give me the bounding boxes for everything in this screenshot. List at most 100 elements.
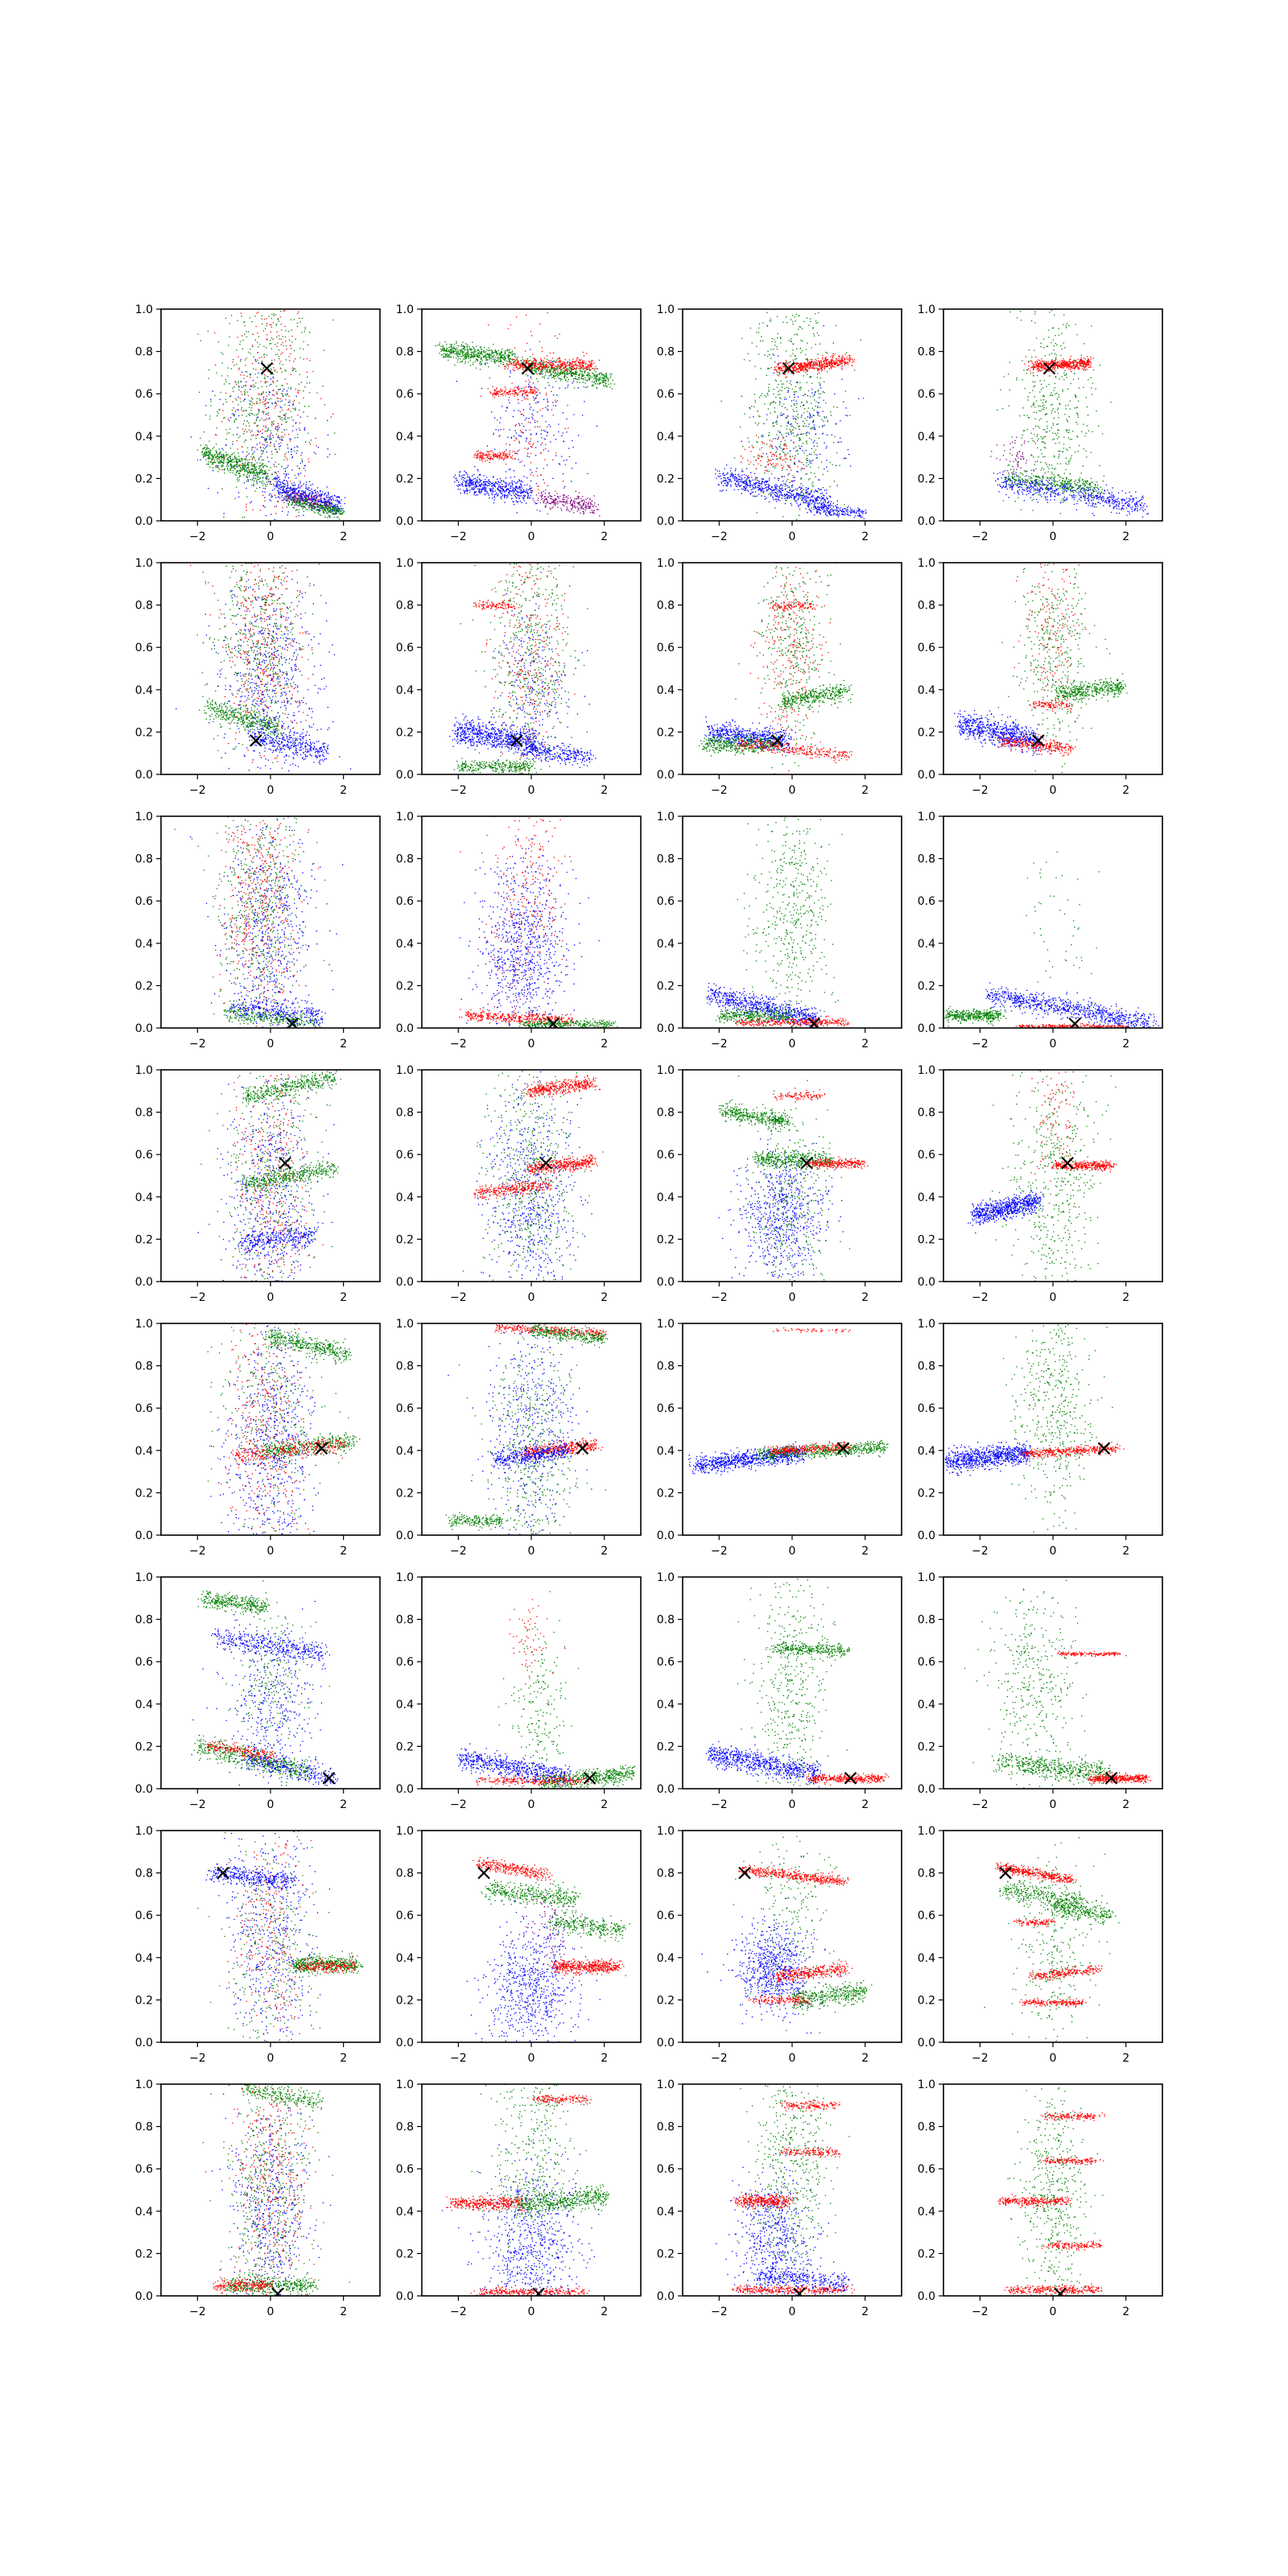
data-point xyxy=(493,502,494,503)
data-point xyxy=(263,391,264,392)
data-point xyxy=(530,438,531,439)
data-point xyxy=(219,448,220,449)
data-point xyxy=(256,488,257,489)
data-point xyxy=(217,454,218,455)
data-point xyxy=(204,454,205,455)
data-point xyxy=(493,352,494,353)
data-point xyxy=(287,465,288,466)
data-point xyxy=(543,365,544,366)
data-point xyxy=(280,316,281,317)
data-point xyxy=(542,377,543,378)
data-point xyxy=(511,491,512,492)
data-point xyxy=(237,427,238,428)
data-point xyxy=(504,502,505,503)
data-point xyxy=(317,496,318,497)
data-point xyxy=(309,360,310,361)
data-point xyxy=(299,374,300,375)
data-point xyxy=(271,451,272,452)
data-point xyxy=(319,494,320,495)
data-point xyxy=(225,393,226,394)
data-point xyxy=(236,350,237,351)
data-point xyxy=(522,432,523,433)
data-point xyxy=(551,409,552,410)
data-point xyxy=(579,375,580,376)
data-point xyxy=(531,387,532,388)
data-point xyxy=(230,456,231,457)
data-point xyxy=(573,414,574,415)
data-point xyxy=(544,459,545,460)
data-point xyxy=(259,420,260,421)
data-point xyxy=(273,421,274,422)
data-point xyxy=(284,369,285,370)
data-point xyxy=(326,513,327,514)
data-point xyxy=(306,486,307,487)
data-point xyxy=(523,476,524,477)
data-point xyxy=(210,405,211,406)
data-point xyxy=(300,463,301,464)
data-point xyxy=(580,365,581,366)
data-point xyxy=(308,488,309,489)
data-point xyxy=(555,452,556,453)
data-point xyxy=(251,407,252,408)
data-point xyxy=(299,430,300,431)
data-point xyxy=(284,486,285,487)
data-point xyxy=(526,363,527,364)
data-point xyxy=(237,381,238,382)
data-point xyxy=(258,457,259,458)
data-point xyxy=(610,383,611,384)
data-point xyxy=(503,453,504,454)
data-point xyxy=(492,450,493,451)
data-point xyxy=(514,391,515,392)
data-point xyxy=(332,414,333,415)
data-point xyxy=(504,393,505,394)
data-point xyxy=(302,500,303,501)
data-point xyxy=(576,379,577,380)
data-point xyxy=(280,401,281,402)
data-point xyxy=(259,481,260,482)
data-point xyxy=(253,385,254,386)
data-point xyxy=(243,375,244,376)
data-point xyxy=(281,436,282,437)
data-point xyxy=(205,405,206,406)
data-point xyxy=(576,372,577,373)
data-point xyxy=(255,340,256,341)
data-point xyxy=(603,380,604,381)
data-point xyxy=(502,452,503,453)
data-point xyxy=(247,467,248,468)
data-point xyxy=(462,351,463,352)
data-point xyxy=(508,456,509,457)
data-point xyxy=(304,506,305,507)
data-point xyxy=(587,386,588,387)
data-point xyxy=(587,473,588,474)
data-point xyxy=(610,377,611,378)
data-point xyxy=(217,467,218,468)
data-point xyxy=(295,389,296,390)
data-point xyxy=(228,454,229,455)
data-point xyxy=(246,336,247,337)
data-point xyxy=(477,494,478,495)
data-point xyxy=(490,456,491,457)
data-point xyxy=(442,354,443,355)
data-point xyxy=(239,527,240,528)
data-point xyxy=(538,489,539,490)
band-green-1 xyxy=(519,357,615,390)
data-point xyxy=(253,452,254,453)
data-point xyxy=(466,356,467,357)
data-point xyxy=(515,438,516,439)
data-point xyxy=(230,463,231,464)
data-point xyxy=(276,393,277,394)
data-point xyxy=(299,504,300,505)
data-point xyxy=(494,454,495,455)
data-point xyxy=(293,299,294,300)
data-point xyxy=(489,350,490,351)
data-point xyxy=(459,472,460,473)
data-point xyxy=(243,322,244,323)
data-point xyxy=(466,357,467,358)
data-point xyxy=(296,396,297,397)
data-point xyxy=(240,341,241,342)
data-point xyxy=(480,346,481,347)
data-point xyxy=(591,364,592,365)
data-point xyxy=(456,354,457,355)
data-point xyxy=(600,377,601,378)
data-point xyxy=(574,387,575,388)
